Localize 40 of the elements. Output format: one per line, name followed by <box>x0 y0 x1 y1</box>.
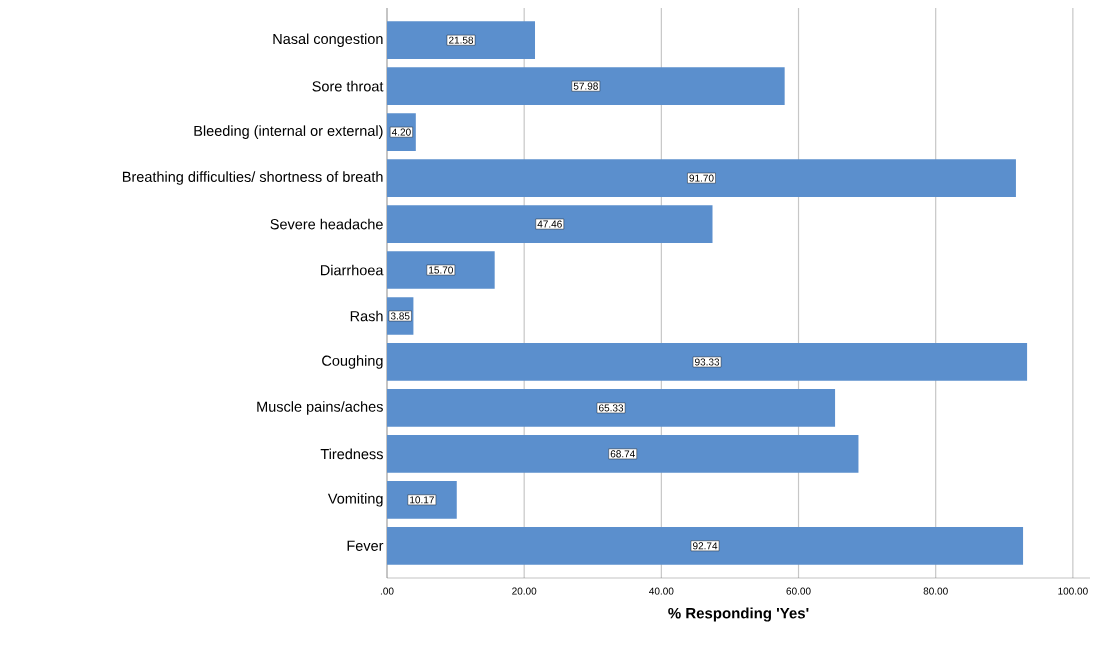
y-tick-label: Muscle pains/aches <box>257 401 383 415</box>
y-tick-label: Rash <box>350 310 383 322</box>
y-tick-label: Fever <box>347 540 384 551</box>
data-label: 93.33 <box>695 358 720 366</box>
y-tick-label: Breathing difficulties/ shortness of breath <box>122 171 383 185</box>
y-tick-label: Vomiting <box>327 493 383 507</box>
x-tick-label: 20.00 <box>512 587 537 595</box>
bar <box>387 343 1028 381</box>
data-label: 47.46 <box>537 220 562 228</box>
y-tick-label: Sore throat <box>312 80 384 92</box>
y-tick-label: Diarrhoea <box>320 264 384 276</box>
y-tick-label: Coughing <box>322 355 383 369</box>
bar <box>387 159 1016 197</box>
bar <box>387 389 836 427</box>
bar <box>387 526 1024 565</box>
data-label: 91.70 <box>689 174 714 182</box>
y-tick-label: Tiredness <box>320 448 383 460</box>
data-label: 92.74 <box>692 542 718 550</box>
bar <box>387 205 713 243</box>
data-label: 65.33 <box>599 404 624 412</box>
data-label: 10.17 <box>410 496 434 504</box>
y-tick-label: Nasal congestion <box>273 33 383 47</box>
y-tick-label: Bleeding (internal or external) <box>194 125 383 139</box>
x-tick-label: .00 <box>380 587 394 595</box>
data-label: 4.20 <box>391 128 411 136</box>
bar <box>387 67 785 105</box>
bar <box>387 21 536 60</box>
data-label: 3.85 <box>390 312 410 320</box>
data-label: 57.98 <box>573 82 598 90</box>
bar <box>387 435 859 473</box>
x-tick-label: 40.00 <box>649 587 674 595</box>
x-axis-title: % Responding 'Yes' <box>668 607 809 622</box>
x-tick-label: 60.00 <box>786 587 811 595</box>
bar <box>387 251 495 289</box>
data-label: 68.74 <box>610 450 635 458</box>
y-tick-label: Severe headache <box>270 218 383 230</box>
data-label: 15.70 <box>429 266 453 274</box>
x-tick-label: 80.00 <box>923 587 948 595</box>
x-tick-label: 100.00 <box>1058 587 1088 595</box>
data-label: 21.58 <box>449 36 474 44</box>
